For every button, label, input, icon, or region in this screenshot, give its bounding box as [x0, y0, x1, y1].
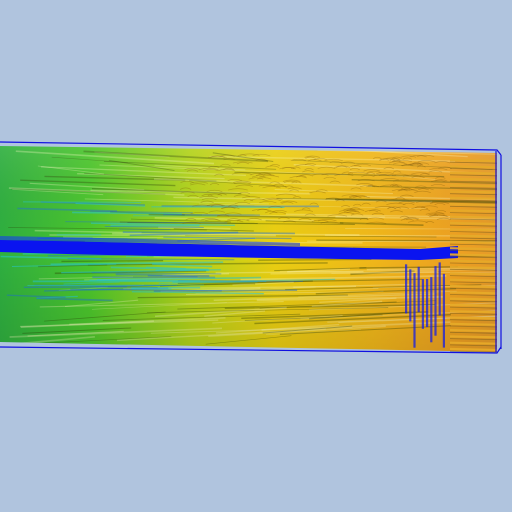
outlet-fin [449, 347, 498, 352]
outlet-fin [449, 259, 498, 263]
outlet-fin-shadow [449, 262, 498, 265]
outlet-fin-shadow [449, 256, 498, 259]
outlet-fin [449, 247, 498, 251]
bounding-box [0, 141, 502, 354]
outlet-fin-shadow [449, 268, 498, 271]
core-band [0, 236, 458, 348]
outlet-fin [449, 234, 498, 238]
outlet-fin [449, 291, 498, 295]
outlet-streak [442, 273, 445, 348]
outlet-fin-shadow [449, 212, 498, 214]
outlet-fin [449, 184, 498, 188]
outlet-fin [449, 158, 498, 163]
outlet-fin-shadow [449, 294, 498, 296]
outlet-fin-shadow [449, 331, 498, 334]
outlet-fin [449, 335, 498, 339]
outlet-fin [449, 284, 498, 289]
outlet-fin [449, 303, 498, 307]
outlet-fin [449, 203, 498, 207]
outlet-fin [449, 316, 498, 320]
outlet-fin-shadow [449, 205, 498, 208]
outlet-fin-shadow [449, 325, 498, 328]
outlet-streak [438, 262, 441, 316]
outlet-fin [449, 171, 498, 175]
outlet-fin-shadow [449, 180, 498, 183]
outlet-fin [449, 221, 498, 226]
outlet-fin-shadow [449, 193, 498, 196]
outlet-fin [449, 209, 498, 213]
outlet-fin-shadow [449, 281, 498, 284]
outlet-fin [449, 329, 498, 333]
outlet-fin [449, 190, 498, 194]
core-streak [0, 236, 300, 246]
outlet-fin-shadow [449, 224, 498, 227]
outlet-streak [430, 277, 433, 343]
outlet-fin [449, 215, 498, 219]
outlet-fin [449, 341, 498, 345]
outlet-fin [449, 165, 498, 169]
outlet-fin [449, 253, 498, 257]
bbox-top-edge [0, 141, 502, 156]
outlet-fin-shadow [449, 243, 498, 246]
outlet-streak [434, 266, 437, 336]
outlet-streak [426, 279, 429, 328]
outlet-fin-shadow [449, 237, 498, 240]
flow-slab [0, 146, 497, 352]
outlet-fin-shadow [449, 231, 498, 233]
outlet-fin [449, 272, 498, 276]
outlet-fin-shadow [449, 338, 498, 340]
outlet-fin [449, 310, 498, 314]
outlet-fin-shadow [449, 218, 498, 221]
outlet-fin-shadow [449, 199, 498, 202]
outlet-fin-shadow [449, 313, 498, 315]
outlet-streak [421, 279, 424, 329]
outlet-fin [449, 228, 498, 232]
core-streak [0, 240, 458, 260]
outlet-fin-shadow [449, 306, 498, 309]
outlet-fin-shadow [449, 319, 498, 322]
outlet-fin-shadow [449, 344, 498, 347]
outlet-streak [417, 266, 420, 313]
outlet-fin-shadow [449, 300, 498, 303]
outlet-fin [449, 278, 498, 282]
outlet-streak [409, 269, 412, 322]
bbox-bottom-edge [0, 346, 502, 354]
outlet-fin [449, 196, 498, 200]
outlet-fin [449, 177, 498, 181]
outlet-streak [413, 273, 416, 348]
outlet-fin-shadow [449, 287, 498, 290]
outlet-fins [449, 158, 498, 353]
outlet-fin [449, 240, 498, 244]
outlet-fin-shadow [449, 250, 498, 252]
outlet-fin-shadow [449, 187, 498, 189]
outlet-fin-shadow [449, 174, 498, 177]
outlet-fin-shadow [449, 168, 498, 170]
outlet-fin [449, 322, 498, 326]
outlet-streak [405, 264, 408, 314]
outlet-fin-shadow [449, 275, 498, 277]
outlet-fin-shadow [449, 161, 498, 164]
outlet-fin-shadow [449, 350, 498, 353]
outlet-fin [449, 297, 498, 301]
outlet-fin [449, 266, 498, 270]
